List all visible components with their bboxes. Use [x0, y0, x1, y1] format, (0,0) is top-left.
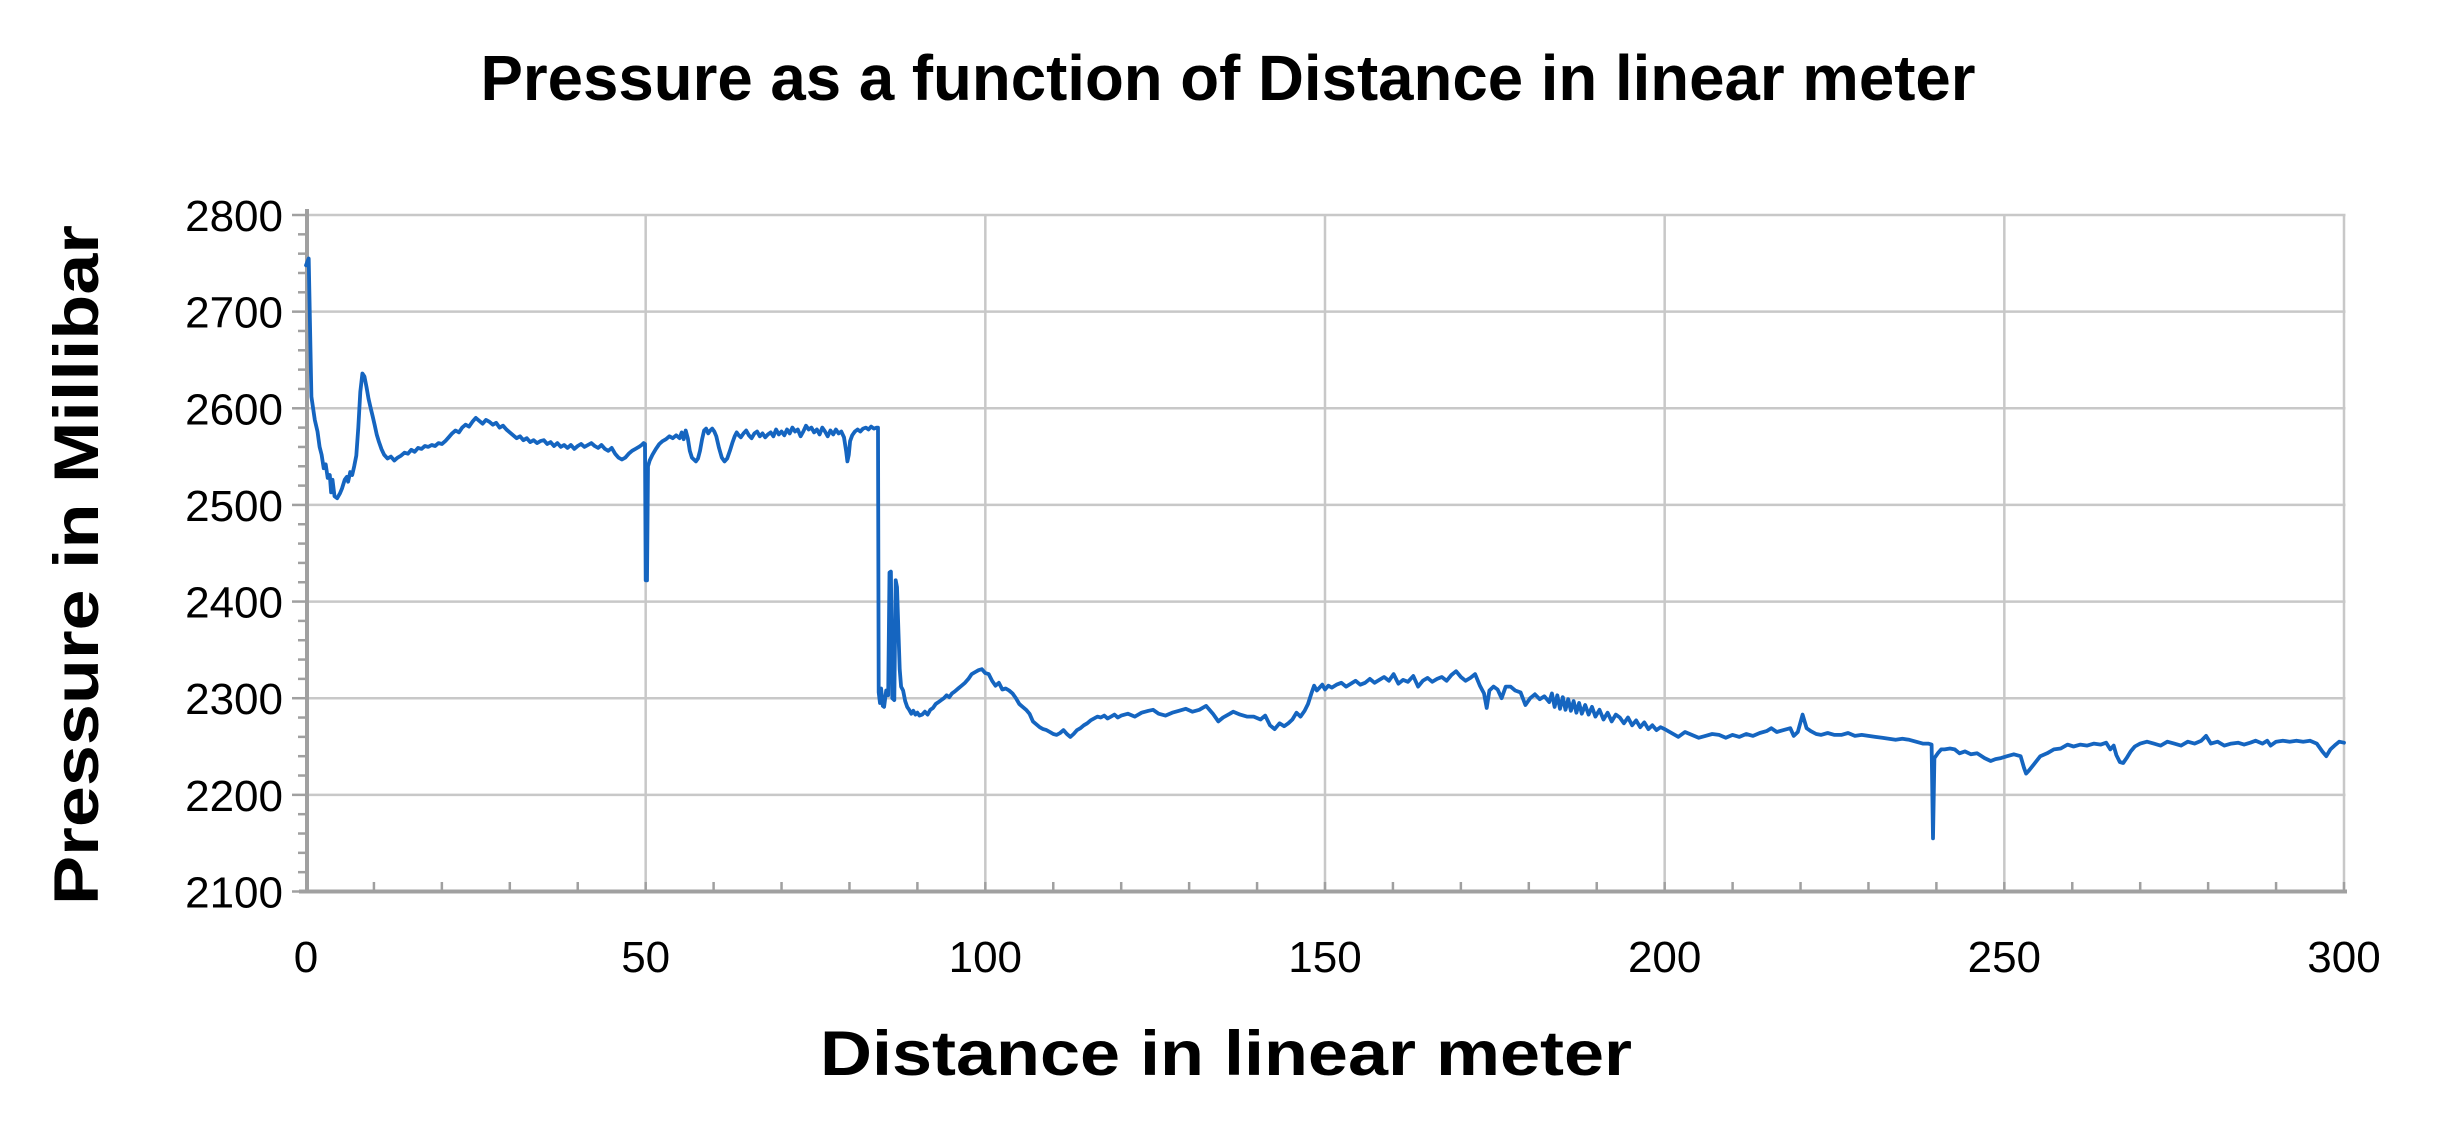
- y-tick-label-2500: 2500: [185, 482, 283, 531]
- y-tick-label-2400: 2400: [185, 579, 283, 628]
- pressure-series-line: [304, 256, 2346, 841]
- x-tick-label-300: 300: [2307, 933, 2380, 982]
- x-tick-label-150: 150: [1288, 933, 1361, 982]
- x-tick-label-200: 200: [1628, 933, 1701, 982]
- gridlines: [305, 213, 2346, 893]
- y-tick-label-2100: 2100: [185, 869, 283, 918]
- y-tick-label-2700: 2700: [185, 289, 283, 338]
- x-tick-label-100: 100: [949, 933, 1022, 982]
- y-tick-label-2600: 2600: [185, 385, 283, 434]
- y-tick-label-2800: 2800: [185, 192, 283, 241]
- y-axis-title: Pressure in Millibar: [42, 225, 112, 905]
- x-tick-label-250: 250: [1968, 933, 2041, 982]
- x-tick-label-0: 0: [294, 933, 318, 982]
- axis-lines: [299, 209, 2347, 894]
- x-tick-labels: 0 50 100 150 200 250 300: [294, 933, 2381, 982]
- chart-title: Pressure as a function of Distance in li…: [481, 42, 1976, 114]
- y-tick-labels: 2100 2200 2300 2400 2500 2600 2700 2800: [185, 192, 283, 918]
- x-tick-label-50: 50: [621, 933, 670, 982]
- x-axis-title: Distance in linear meter: [820, 1019, 1632, 1089]
- y-tick-label-2200: 2200: [185, 772, 283, 821]
- pressure-series: [304, 256, 2346, 841]
- y-tick-label-2300: 2300: [185, 675, 283, 724]
